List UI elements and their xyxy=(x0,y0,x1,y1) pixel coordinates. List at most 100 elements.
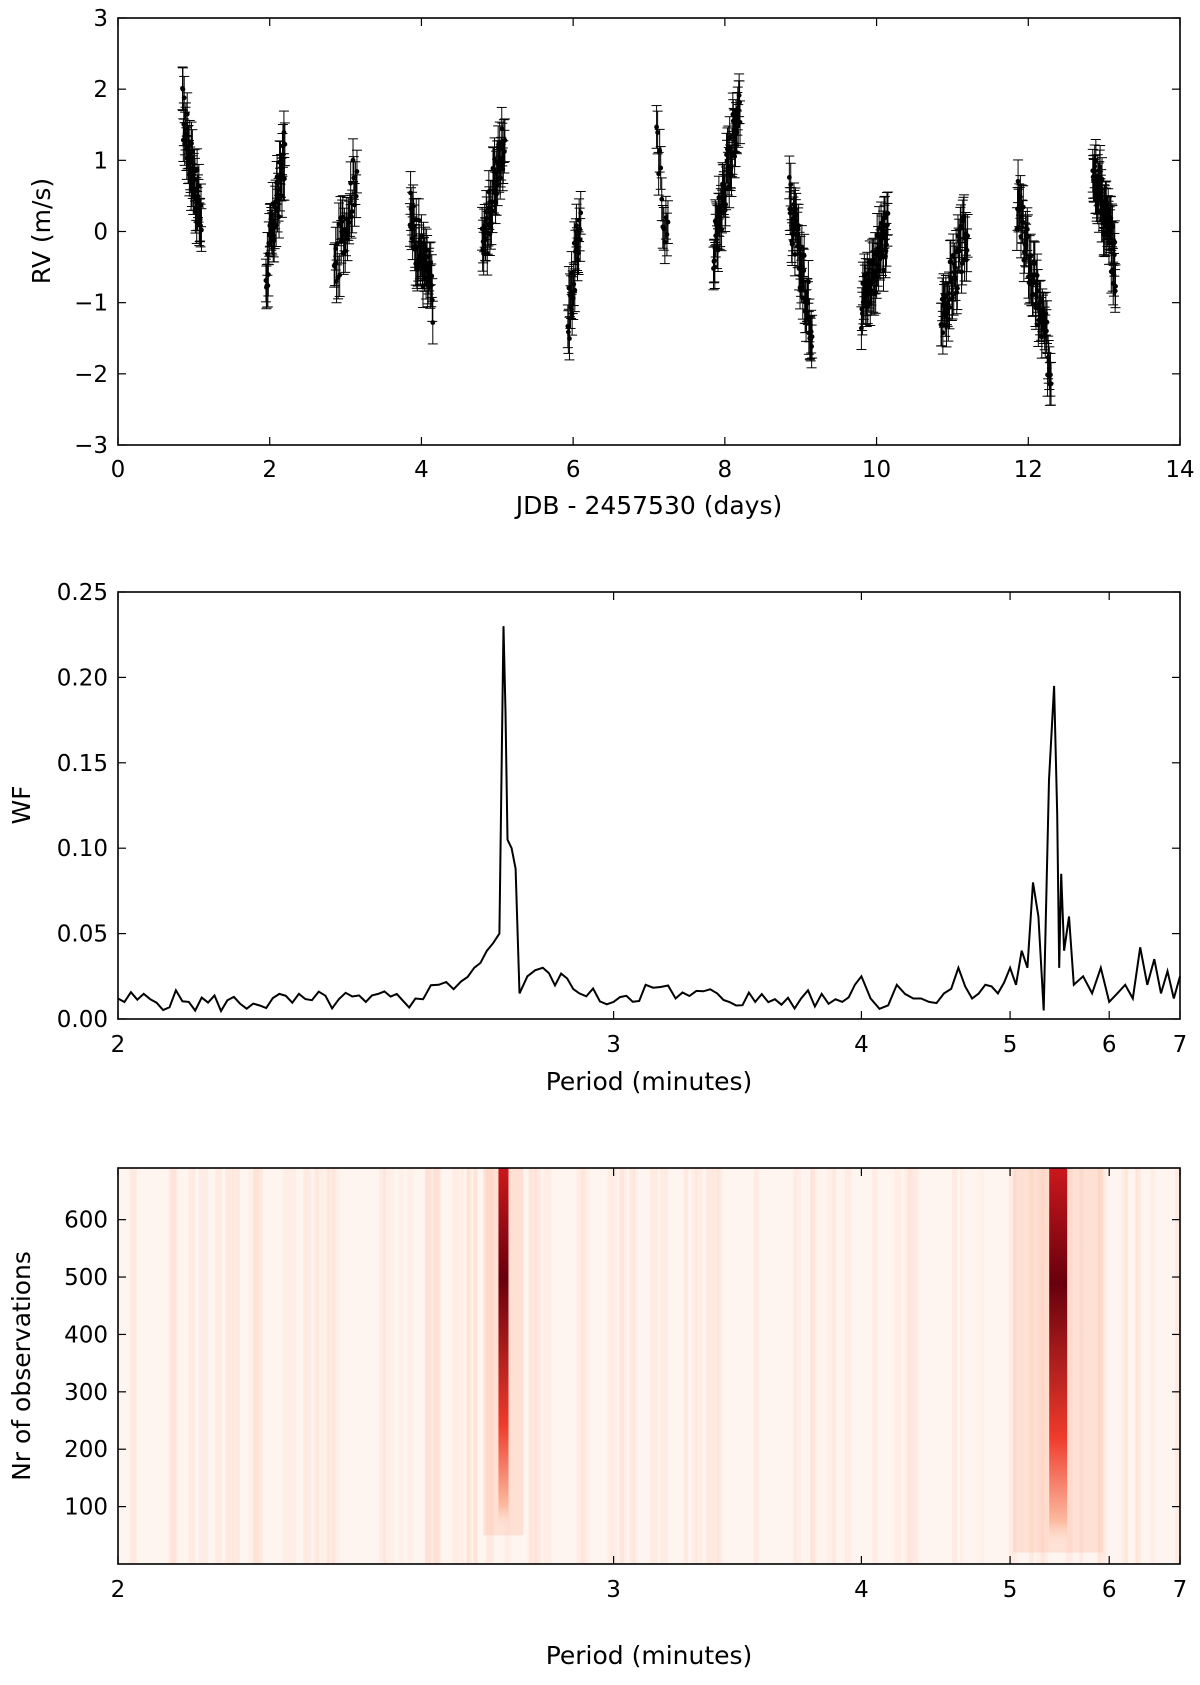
heatmap-y-ticks: 100 200 300 400 500 600 xyxy=(64,1208,1180,1521)
rv-point xyxy=(351,149,362,194)
wf-x-ticks: 2 3 4 5 6 7 xyxy=(111,592,1188,1058)
heatmap-streak xyxy=(872,1168,878,1564)
heatmap-streak xyxy=(619,1168,625,1564)
heatmap-streak xyxy=(328,1168,336,1564)
heatmap-streak xyxy=(649,1168,658,1564)
heatmap-ridges xyxy=(129,1168,1182,1564)
heatmap-streak xyxy=(907,1168,912,1564)
rv-point xyxy=(655,146,666,190)
heatmap-streak xyxy=(467,1168,473,1564)
rv-point xyxy=(952,266,963,311)
rv-point xyxy=(799,233,810,278)
x-tick-label: 6 xyxy=(1102,1032,1117,1058)
heatmap-streak xyxy=(529,1168,538,1564)
heatmap-streak xyxy=(712,1168,718,1564)
heatmap-streak xyxy=(683,1168,689,1564)
rv-point xyxy=(1110,264,1121,309)
x-tick-label: 14 xyxy=(1165,457,1194,483)
rv-point xyxy=(961,238,972,282)
x-tick-label: 6 xyxy=(566,457,581,483)
heatmap-streak xyxy=(433,1168,439,1564)
wf-y-ticks: 0.00 0.05 0.10 0.15 0.20 0.25 xyxy=(57,580,1180,1033)
heatmap-x-axis-label: Period (minutes) xyxy=(546,1641,753,1670)
x-tick-label: 5 xyxy=(1003,1032,1018,1058)
rv-point xyxy=(1041,300,1052,345)
heatmap-streak xyxy=(325,1168,330,1564)
y-tick-label: 600 xyxy=(64,1208,108,1234)
heatmap-streak xyxy=(398,1168,404,1564)
rv-point xyxy=(278,110,289,155)
y-tick-label: −2 xyxy=(74,362,108,388)
heatmap-streak xyxy=(438,1168,442,1564)
heatmap-streak xyxy=(473,1168,478,1564)
heatmap-streak xyxy=(691,1168,698,1564)
heatmap-streak xyxy=(433,1168,441,1564)
rv-point xyxy=(1108,261,1119,306)
rv-x-ticks: 0 2 4 6 8 10 12 14 xyxy=(111,18,1195,483)
wf-y-axis-label: WF xyxy=(7,785,36,824)
rv-point xyxy=(1021,223,1032,268)
y-tick-label: 0.05 xyxy=(57,922,108,948)
heatmap-streak xyxy=(1175,1168,1182,1564)
heatmap-streak xyxy=(952,1168,958,1564)
heatmap-streak xyxy=(232,1168,240,1564)
wf-x-axis-label: Period (minutes) xyxy=(546,1067,753,1096)
heatmap-streak xyxy=(911,1168,919,1564)
heatmap-streak xyxy=(904,1168,913,1564)
heatmap-streak xyxy=(425,1168,434,1564)
heatmap-streak xyxy=(618,1168,627,1564)
x-tick-label: 4 xyxy=(414,457,429,483)
y-tick-label: 0.15 xyxy=(57,751,108,777)
y-tick-label: 3 xyxy=(93,6,108,32)
rv-point xyxy=(962,213,973,258)
heatmap-plot-frame xyxy=(117,1167,1181,1565)
heatmap-streak xyxy=(305,1168,309,1564)
x-tick-label: 2 xyxy=(111,1577,126,1603)
heatmap-streak xyxy=(248,1168,256,1564)
rv-point xyxy=(499,118,510,163)
x-tick-label: 2 xyxy=(111,1032,126,1058)
heatmap-streak xyxy=(629,1168,636,1564)
heatmap-streak xyxy=(1098,1168,1107,1564)
rv-x-axis-label: JDB - 2457530 (days) xyxy=(514,491,783,520)
heatmap-streak xyxy=(607,1168,612,1564)
y-tick-label: 0.00 xyxy=(57,1007,108,1033)
heatmap-streak xyxy=(253,1168,260,1564)
heatmap-streak xyxy=(978,1168,984,1564)
x-tick-label: 4 xyxy=(854,1577,869,1603)
rv-data-points xyxy=(177,66,1121,406)
heatmap-streak xyxy=(460,1168,465,1564)
rv-point xyxy=(196,208,207,252)
heatmap-streak xyxy=(792,1168,797,1564)
rv-point xyxy=(662,200,673,244)
rv-point xyxy=(274,194,285,239)
heatmap-streak xyxy=(1096,1168,1101,1564)
heatmap-streak xyxy=(188,1168,196,1564)
rv-point xyxy=(1046,361,1057,406)
heatmap-streak xyxy=(473,1168,479,1564)
heatmap-streak xyxy=(1065,1168,1073,1564)
heatmap-streak xyxy=(527,1168,533,1564)
heatmap-streak xyxy=(1150,1168,1156,1564)
heatmap-streak xyxy=(1040,1168,1049,1564)
heatmap-streak xyxy=(810,1168,817,1564)
rv-point xyxy=(499,129,510,174)
y-tick-label: 0.10 xyxy=(57,836,108,862)
heatmap-streak xyxy=(632,1168,638,1564)
heatmap-streak xyxy=(543,1168,552,1564)
x-tick-label: 7 xyxy=(1173,1032,1188,1058)
x-tick-label: 3 xyxy=(606,1032,621,1058)
heatmap-streak xyxy=(199,1168,208,1564)
y-tick-label: 400 xyxy=(64,1322,108,1348)
rv-y-ticks: −3 −2 −1 0 1 2 3 xyxy=(74,6,1180,459)
heatmap-streak xyxy=(424,1168,431,1564)
heatmap-streak xyxy=(584,1168,590,1564)
heatmap-streak xyxy=(610,1168,617,1564)
rv-point xyxy=(945,239,956,284)
x-tick-label: 5 xyxy=(1003,1577,1018,1603)
y-tick-label: 1 xyxy=(93,148,108,174)
heatmap-streak xyxy=(705,1168,713,1564)
x-tick-label: 0 xyxy=(111,457,126,483)
heatmap-streak xyxy=(485,1168,494,1564)
